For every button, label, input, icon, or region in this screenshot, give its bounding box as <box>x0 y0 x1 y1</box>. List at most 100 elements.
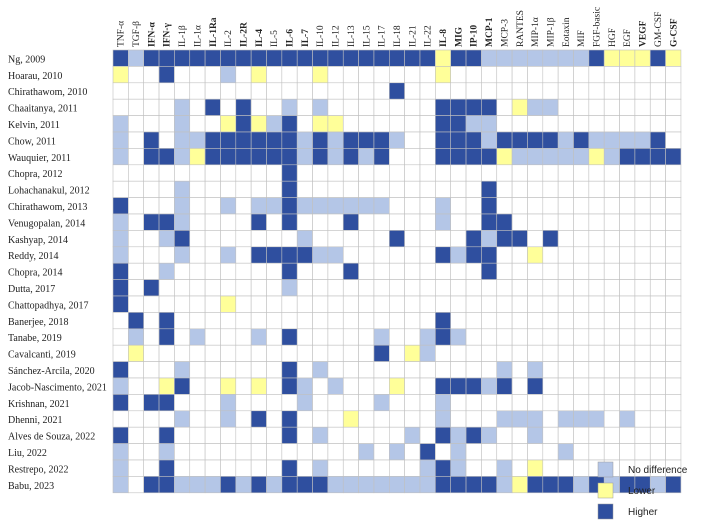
heatmap-cell <box>527 180 544 198</box>
heatmap-cell <box>358 295 375 313</box>
heatmap-cell <box>634 377 651 395</box>
heatmap-cell <box>557 180 574 198</box>
heatmap-cell <box>649 115 666 133</box>
heatmap-cell <box>665 279 682 297</box>
heatmap-cell <box>634 279 651 297</box>
heatmap-cell <box>220 246 237 264</box>
heatmap-cell <box>435 410 452 428</box>
heatmap-cell <box>373 98 390 116</box>
heatmap-cell <box>158 131 175 149</box>
heatmap-cell <box>312 246 329 264</box>
heatmap-cell <box>158 66 175 84</box>
heatmap-cell <box>250 131 267 149</box>
heatmap-cell <box>404 295 421 313</box>
heatmap-cell <box>542 361 559 379</box>
row-label-sanchez-arcila-2020: Sánchez-Arcila, 2020 <box>8 366 95 377</box>
heatmap-cell <box>619 197 636 215</box>
heatmap-cell <box>312 262 329 280</box>
heatmap-cell <box>189 344 206 362</box>
heatmap-cell <box>588 443 605 461</box>
heatmap-cell <box>189 443 206 461</box>
heatmap-cell <box>312 230 329 248</box>
heatmap-cell <box>619 230 636 248</box>
column-label-tnf: TNF-α <box>117 21 127 47</box>
heatmap-cell <box>481 377 498 395</box>
heatmap-cell <box>419 197 436 215</box>
heatmap-cell <box>435 180 452 198</box>
heatmap-cell <box>112 246 129 264</box>
heatmap-cell <box>296 82 313 100</box>
heatmap-cell <box>388 476 405 494</box>
heatmap-cell <box>588 230 605 248</box>
heatmap-cell <box>235 131 252 149</box>
heatmap-cell <box>373 312 390 330</box>
heatmap-cell <box>465 82 482 100</box>
heatmap-cell <box>143 98 160 116</box>
heatmap-cell <box>235 394 252 412</box>
heatmap-cell <box>266 279 283 297</box>
heatmap-cell <box>174 459 191 477</box>
heatmap-cell <box>465 394 482 412</box>
heatmap-cell <box>128 295 145 313</box>
heatmap-cell <box>603 426 620 444</box>
heatmap-cell <box>296 476 313 494</box>
heatmap-cell <box>189 279 206 297</box>
heatmap-cell <box>220 295 237 313</box>
heatmap-cell <box>235 49 252 67</box>
heatmap-cell <box>435 426 452 444</box>
heatmap-cell <box>435 443 452 461</box>
heatmap-cell <box>373 49 390 67</box>
heatmap-cell <box>342 344 359 362</box>
heatmap-cell <box>296 148 313 166</box>
heatmap-cell <box>266 295 283 313</box>
heatmap-cell <box>204 197 221 215</box>
heatmap-cell <box>250 459 267 477</box>
heatmap-cell <box>481 443 498 461</box>
heatmap-cell <box>220 377 237 395</box>
heatmap-cell <box>158 230 175 248</box>
heatmap-cell <box>388 459 405 477</box>
heatmap-cell <box>358 410 375 428</box>
heatmap-cell <box>220 394 237 412</box>
heatmap-cell <box>250 49 267 67</box>
heatmap-cell <box>588 344 605 362</box>
heatmap-cell <box>112 443 129 461</box>
heatmap-cell <box>373 82 390 100</box>
heatmap-cell <box>527 476 544 494</box>
heatmap-cell <box>573 115 590 133</box>
heatmap-cell <box>511 164 528 182</box>
heatmap-cell <box>435 328 452 346</box>
heatmap-cell <box>542 377 559 395</box>
heatmap-cell <box>204 344 221 362</box>
heatmap-cell <box>220 476 237 494</box>
heatmap-cell <box>143 197 160 215</box>
heatmap-cell <box>143 49 160 67</box>
heatmap-cell <box>128 213 145 231</box>
heatmap-cell <box>235 148 252 166</box>
row-label-krishnan-2021: Krishnan, 2021 <box>8 399 70 410</box>
heatmap-cell <box>603 180 620 198</box>
heatmap-cell <box>588 410 605 428</box>
heatmap-cell <box>128 148 145 166</box>
heatmap-cell <box>619 82 636 100</box>
heatmap-cell <box>174 98 191 116</box>
heatmap-cell <box>588 82 605 100</box>
heatmap-cell <box>542 344 559 362</box>
heatmap-cell <box>388 344 405 362</box>
heatmap-cell <box>450 361 467 379</box>
heatmap-cell <box>465 410 482 428</box>
heatmap-cell <box>619 262 636 280</box>
heatmap-cell <box>373 164 390 182</box>
heatmap-cell <box>634 443 651 461</box>
column-label-mip-1: MIP-1α <box>531 17 541 47</box>
heatmap-cell <box>112 394 129 412</box>
heatmap-cell <box>373 213 390 231</box>
column-label-il-2: IL-2 <box>224 30 234 47</box>
heatmap-cell <box>557 443 574 461</box>
heatmap-cell <box>419 213 436 231</box>
heatmap-cell <box>419 262 436 280</box>
heatmap-cell <box>174 66 191 84</box>
heatmap-cell <box>373 115 390 133</box>
heatmap-cell <box>235 197 252 215</box>
heatmap-cell <box>296 279 313 297</box>
